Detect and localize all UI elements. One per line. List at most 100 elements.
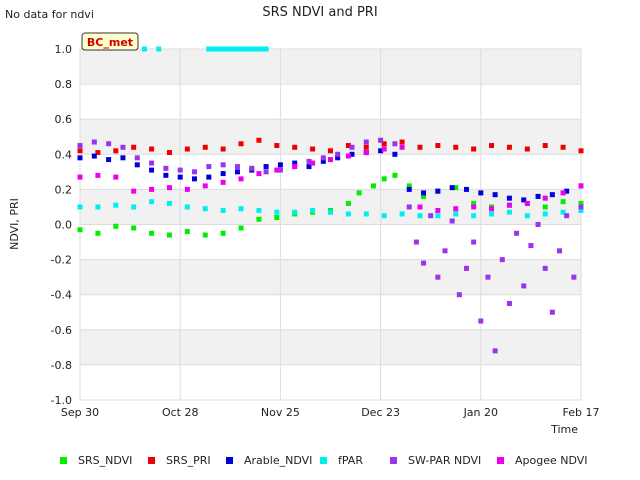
data-point (274, 214, 280, 220)
legend: SRS_NDVI SRS_PRI Arable_NDVI fPAR SW-PAR NDV… (60, 454, 588, 467)
data-point (77, 227, 83, 233)
data-point (506, 300, 512, 306)
data-point (131, 225, 137, 231)
data-point (134, 162, 140, 168)
data-point (328, 157, 333, 163)
data-point (227, 46, 233, 52)
data-point (209, 46, 215, 52)
data-point (542, 143, 548, 149)
data-point (77, 204, 83, 210)
data-point (274, 167, 280, 173)
y-tick-label: -0.4 (51, 289, 72, 302)
data-point (166, 200, 172, 206)
legend-swatch (320, 457, 327, 464)
data-points (77, 46, 584, 354)
data-point (292, 160, 298, 166)
data-point (177, 167, 183, 173)
data-point (202, 206, 208, 212)
data-point (399, 211, 405, 217)
data-point (149, 146, 155, 152)
data-point (263, 164, 269, 170)
y-axis-label: NDVI, PRI (8, 198, 21, 250)
data-point (113, 148, 119, 154)
data-point (499, 257, 505, 263)
data-point (578, 204, 584, 210)
data-point (428, 213, 434, 219)
data-point (220, 146, 226, 152)
data-point (421, 193, 427, 199)
data-point (435, 274, 441, 280)
data-point (177, 174, 183, 180)
data-point (245, 46, 251, 52)
data-point (453, 185, 459, 191)
data-point (310, 146, 316, 152)
legend-label: fPAR (338, 454, 363, 467)
data-point (274, 143, 280, 149)
data-point (478, 318, 484, 324)
data-point (206, 164, 212, 170)
data-point (578, 148, 584, 154)
data-point (163, 165, 169, 171)
data-point (277, 162, 283, 168)
data-point (345, 200, 351, 206)
data-point (184, 146, 190, 152)
y-tick-label: 1.0 (55, 43, 73, 56)
x-tick-label: Sep 30 (61, 406, 99, 419)
data-point (345, 211, 351, 217)
data-point (113, 202, 119, 208)
data-point (156, 46, 162, 52)
data-point (238, 141, 244, 147)
data-point (471, 200, 477, 206)
data-point (256, 171, 262, 177)
data-point (413, 239, 419, 245)
data-point (571, 274, 577, 280)
data-point (506, 144, 512, 150)
x-axis-label: Time (550, 423, 578, 436)
data-point (381, 213, 387, 219)
data-point (506, 195, 512, 201)
data-point (453, 144, 459, 150)
y-tick-label: -0.8 (51, 359, 72, 372)
data-point (449, 185, 455, 191)
data-point (306, 158, 312, 164)
data-point (381, 146, 387, 152)
data-point (149, 167, 155, 173)
legend-swatch (226, 457, 233, 464)
data-point (345, 143, 351, 149)
plot-area: -1.0 -0.8 -0.6 -0.4 -0.2 0.0 0.2 0.4 0.6 0.8 1.0 S… (51, 43, 600, 419)
data-point (463, 265, 469, 271)
data-point (306, 164, 312, 170)
x-tick-label: Feb 17 (563, 406, 600, 419)
data-point (263, 169, 269, 175)
series-fpar (77, 199, 584, 219)
data-point (202, 144, 208, 150)
data-point (224, 46, 230, 52)
data-point (202, 183, 208, 189)
data-point (166, 150, 172, 156)
data-point (163, 172, 169, 178)
data-point (578, 207, 584, 213)
legend-swatch (60, 457, 67, 464)
data-point (106, 141, 112, 147)
legend-swatch (148, 457, 155, 464)
data-point (238, 206, 244, 212)
chart-title: SRS NDVI and PRI (262, 5, 377, 20)
data-point (399, 139, 405, 145)
data-point (320, 155, 326, 161)
data-point (356, 190, 362, 196)
data-point (141, 46, 147, 52)
data-point (134, 155, 140, 161)
data-point (349, 151, 355, 157)
data-point (217, 46, 223, 52)
data-point (320, 158, 326, 164)
data-point (363, 139, 369, 145)
data-point (435, 213, 441, 219)
data-point (77, 148, 83, 154)
data-point (220, 171, 226, 177)
data-point (406, 183, 412, 189)
data-point (292, 209, 298, 215)
data-point (149, 199, 155, 205)
y-tick-label: 0.0 (55, 219, 73, 232)
data-point (95, 150, 101, 156)
data-point (453, 211, 459, 217)
